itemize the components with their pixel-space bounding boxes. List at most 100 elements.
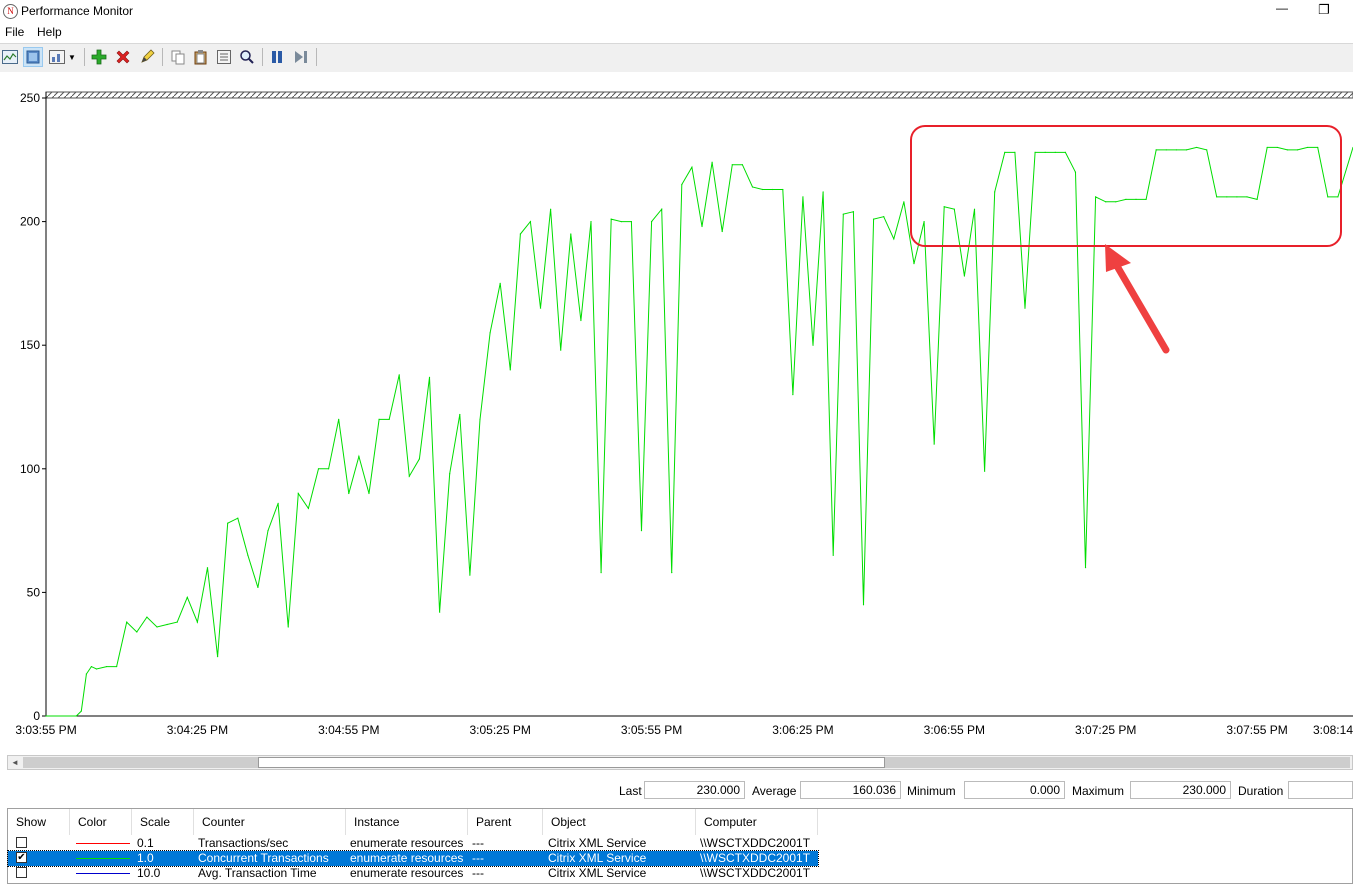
- show-checkbox[interactable]: ✔: [16, 852, 27, 863]
- data-point: [1175, 149, 1177, 151]
- menu-help[interactable]: Help: [37, 25, 62, 39]
- header-instance[interactable]: Instance: [346, 809, 468, 835]
- data-point: [1145, 198, 1147, 200]
- minimum-value: 0.000: [964, 781, 1065, 799]
- data-point: [953, 208, 955, 210]
- data-point: [711, 161, 713, 163]
- data-point: [539, 307, 542, 309]
- x-tick-label: 3:06:25 PM: [772, 723, 833, 737]
- counter-legend: Show Color Scale Counter Instance Parent…: [7, 808, 1353, 884]
- header-color[interactable]: Color: [70, 809, 132, 835]
- data-point: [1276, 146, 1278, 149]
- y-tick-label: 250: [20, 91, 40, 105]
- y-tick-label: 0: [33, 709, 40, 723]
- legend-row[interactable]: 10.0 Avg. Transaction Time enumerate res…: [8, 866, 818, 881]
- freeze-display-icon[interactable]: [267, 47, 287, 67]
- time-scrollbar[interactable]: ◄: [7, 755, 1353, 770]
- data-point: [1246, 196, 1248, 198]
- scroll-thumb-left[interactable]: [23, 757, 258, 768]
- data-point: [1236, 196, 1238, 198]
- data-point: [1317, 146, 1319, 149]
- data-point: [85, 673, 87, 675]
- header-show[interactable]: Show: [8, 809, 70, 835]
- data-point: [671, 572, 673, 574]
- data-point: [136, 631, 138, 633]
- data-point: [761, 188, 764, 191]
- data-point: [822, 191, 824, 193]
- data-point: [227, 522, 229, 524]
- legend-row[interactable]: 0.1 Transactions/sec enumerate resources…: [8, 836, 818, 851]
- dropdown-arrow-icon[interactable]: ▼: [68, 52, 76, 62]
- minimize-button[interactable]: —: [1276, 1, 1288, 15]
- copy-properties-icon[interactable]: [168, 47, 188, 67]
- header-scale[interactable]: Scale: [132, 809, 194, 835]
- data-point: [126, 621, 128, 623]
- change-graph-type-icon[interactable]: [47, 47, 67, 67]
- data-point: [600, 572, 602, 574]
- data-point: [782, 188, 784, 191]
- data-point: [842, 213, 844, 215]
- data-point: [297, 492, 299, 495]
- view-current-activity-icon[interactable]: [23, 47, 43, 67]
- paste-counter-list-icon[interactable]: [191, 47, 211, 67]
- update-data-icon[interactable]: [291, 47, 311, 67]
- data-point: [1266, 146, 1268, 149]
- scroll-selected-range[interactable]: [258, 757, 885, 768]
- hatched-top-band: [45, 91, 1353, 99]
- data-point: [1296, 149, 1299, 151]
- add-counter-icon[interactable]: [89, 47, 109, 67]
- menu-file[interactable]: File: [5, 25, 25, 39]
- last-label: Last: [619, 784, 642, 798]
- show-checkbox[interactable]: [16, 867, 27, 878]
- data-point: [1014, 151, 1016, 153]
- data-point: [1135, 198, 1137, 200]
- view-graph-icon[interactable]: [0, 47, 20, 67]
- data-point: [439, 611, 441, 613]
- counter-name: Concurrent Transactions: [198, 851, 329, 865]
- highlight-icon[interactable]: [137, 47, 157, 67]
- header-parent[interactable]: Parent: [468, 809, 543, 835]
- data-point: [257, 586, 259, 589]
- data-point: [146, 616, 148, 618]
- data-point: [1115, 201, 1117, 203]
- maximum-value: 230.000: [1130, 781, 1231, 799]
- show-checkbox[interactable]: [16, 837, 27, 848]
- color-swatch: [76, 873, 130, 874]
- properties-icon[interactable]: [214, 47, 234, 67]
- scroll-left-arrow-icon[interactable]: ◄: [11, 758, 19, 767]
- data-point: [1125, 198, 1127, 200]
- data-point: [1306, 146, 1309, 149]
- y-axis: 250 200 150 100 50 0: [20, 91, 46, 723]
- header-computer[interactable]: Computer: [696, 809, 818, 835]
- data-point: [620, 221, 622, 223]
- data-point: [80, 710, 82, 712]
- highlight-box: [910, 125, 1342, 247]
- header-counter[interactable]: Counter: [194, 809, 346, 835]
- computer-name: \\WSCTXDDC2001T: [700, 851, 811, 865]
- data-point: [640, 530, 643, 532]
- y-tick-label: 100: [20, 462, 40, 476]
- data-point: [832, 554, 834, 556]
- restore-button[interactable]: ❐: [1318, 2, 1330, 17]
- data-point: [933, 443, 935, 445]
- data-point: [90, 665, 93, 668]
- average-label: Average: [752, 784, 797, 798]
- statistics-bar: Last 230.000 Average 160.036 Minimum 0.0…: [0, 778, 1353, 804]
- data-point: [428, 376, 431, 378]
- data-point: [1256, 198, 1258, 200]
- data-point: [186, 596, 188, 598]
- x-tick-label: 3:04:55 PM: [318, 723, 379, 737]
- data-point: [327, 468, 330, 470]
- scroll-thumb-right[interactable]: [885, 757, 1350, 768]
- x-tick-label: 3:06:55 PM: [924, 723, 985, 737]
- data-point: [105, 665, 108, 668]
- data-point: [610, 218, 612, 220]
- data-point: [812, 344, 814, 346]
- header-object[interactable]: Object: [543, 809, 696, 835]
- delete-counter-icon[interactable]: [113, 47, 133, 67]
- instance-name: enumerate resources: [350, 866, 464, 880]
- legend-row-selected[interactable]: ✔ 1.0 Concurrent Transactions enumerate …: [7, 850, 819, 867]
- zoom-icon[interactable]: [237, 47, 257, 67]
- data-point: [943, 206, 945, 208]
- data-point: [459, 413, 461, 416]
